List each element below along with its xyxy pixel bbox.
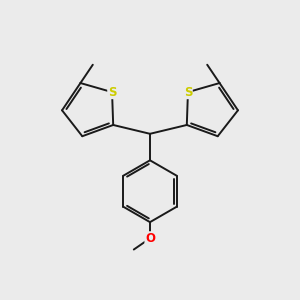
Text: S: S: [184, 85, 192, 99]
Text: O: O: [145, 232, 155, 245]
Text: S: S: [108, 85, 116, 99]
